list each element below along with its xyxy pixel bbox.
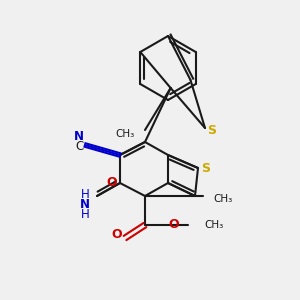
- Text: O: O: [107, 176, 117, 190]
- Text: O: O: [112, 229, 122, 242]
- Text: CH₃: CH₃: [116, 129, 135, 139]
- Text: CH₃: CH₃: [213, 194, 232, 204]
- Text: H: H: [81, 188, 89, 200]
- Text: N: N: [74, 130, 84, 143]
- Text: CH₃: CH₃: [204, 220, 223, 230]
- Text: S: S: [202, 161, 211, 175]
- Text: S: S: [208, 124, 217, 136]
- Text: N: N: [80, 199, 90, 212]
- Text: O: O: [169, 218, 179, 232]
- Text: C: C: [75, 140, 83, 152]
- Text: H: H: [81, 208, 89, 220]
